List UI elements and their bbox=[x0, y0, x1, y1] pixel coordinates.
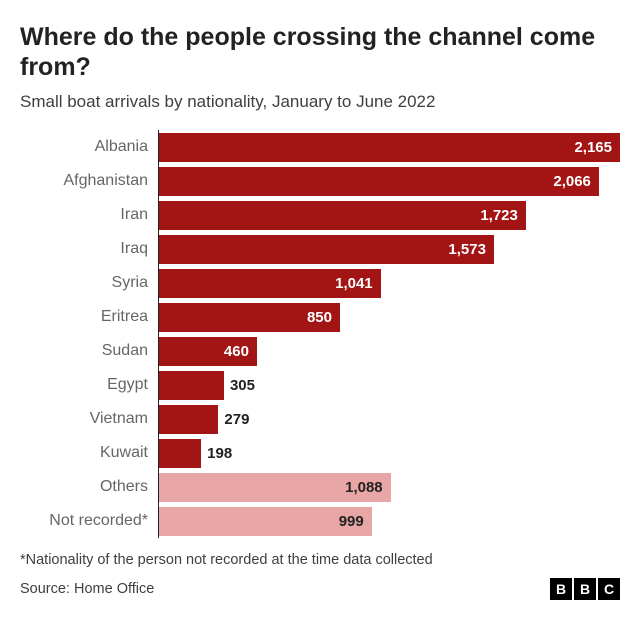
category-label: Syria bbox=[20, 274, 158, 292]
bar: 1,041 bbox=[159, 269, 381, 298]
value-label: 1,573 bbox=[448, 241, 486, 258]
value-label: 1,723 bbox=[480, 207, 518, 224]
bbc-logo: BBC bbox=[550, 578, 620, 600]
chart-row: Kuwait198 bbox=[20, 436, 620, 470]
category-label: Sudan bbox=[20, 342, 158, 360]
chart-row: Iran 1,723 bbox=[20, 198, 620, 232]
bar-area: 460 bbox=[158, 334, 620, 368]
bar-area: 1,088 bbox=[158, 470, 620, 504]
chart-row: Egypt305 bbox=[20, 368, 620, 402]
footer-row: Source: Home Office BBC bbox=[20, 578, 620, 600]
value-label: 1,041 bbox=[335, 275, 373, 292]
category-label: Afghanistan bbox=[20, 172, 158, 190]
bar-area: 279 bbox=[158, 402, 620, 436]
chart-source: Source: Home Office bbox=[20, 581, 154, 597]
bar: 460 bbox=[159, 337, 257, 366]
bar: 999 bbox=[159, 507, 372, 536]
category-label: Others bbox=[20, 478, 158, 496]
value-label: 279 bbox=[224, 411, 249, 428]
bar: 279 bbox=[159, 405, 218, 434]
bar: 2,165 bbox=[159, 133, 620, 162]
value-label: 305 bbox=[230, 377, 255, 394]
category-label: Vietnam bbox=[20, 410, 158, 428]
category-label: Egypt bbox=[20, 376, 158, 394]
value-label: 2,066 bbox=[553, 173, 591, 190]
logo-letter: C bbox=[598, 578, 620, 600]
bar-area: 1,723 bbox=[158, 198, 620, 232]
bar-area: 2,165 bbox=[158, 130, 620, 164]
chart-row: Albania 2,165 bbox=[20, 130, 620, 164]
chart-row: Afghanistan 2,066 bbox=[20, 164, 620, 198]
category-label: Iraq bbox=[20, 240, 158, 258]
chart-row: Sudan 460 bbox=[20, 334, 620, 368]
logo-letter: B bbox=[574, 578, 596, 600]
value-label: 850 bbox=[307, 309, 332, 326]
bar-area: 850 bbox=[158, 300, 620, 334]
bar: 198 bbox=[159, 439, 201, 468]
chart-row: Syria 1,041 bbox=[20, 266, 620, 300]
category-label: Albania bbox=[20, 138, 158, 156]
chart-title: Where do the people crossing the channel… bbox=[20, 22, 620, 82]
bar-area: 1,573 bbox=[158, 232, 620, 266]
category-label: Iran bbox=[20, 206, 158, 224]
category-label: Eritrea bbox=[20, 308, 158, 326]
chart-subtitle: Small boat arrivals by nationality, Janu… bbox=[20, 92, 620, 112]
bar-area: 999 bbox=[158, 504, 620, 538]
value-label: 1,088 bbox=[345, 479, 383, 496]
bar-area: 2,066 bbox=[158, 164, 620, 198]
chart-row: Eritrea 850 bbox=[20, 300, 620, 334]
chart-row: Not recorded* 999 bbox=[20, 504, 620, 538]
bar-area: 1,041 bbox=[158, 266, 620, 300]
chart-row: Iraq 1,573 bbox=[20, 232, 620, 266]
bar: 1,723 bbox=[159, 201, 526, 230]
chart-footnote: *Nationality of the person not recorded … bbox=[20, 552, 620, 568]
chart-row: Others 1,088 bbox=[20, 470, 620, 504]
bar-area: 305 bbox=[158, 368, 620, 402]
bar: 1,088 bbox=[159, 473, 391, 502]
value-label: 198 bbox=[207, 445, 232, 462]
bar: 305 bbox=[159, 371, 224, 400]
bar-area: 198 bbox=[158, 436, 620, 470]
bar-chart: Albania2,165Afghanistan2,066Iran1,723Ira… bbox=[20, 130, 620, 538]
value-label: 460 bbox=[224, 343, 249, 360]
value-label: 2,165 bbox=[574, 139, 612, 156]
logo-letter: B bbox=[550, 578, 572, 600]
value-label: 999 bbox=[339, 513, 364, 530]
category-label: Not recorded* bbox=[20, 512, 158, 530]
category-label: Kuwait bbox=[20, 444, 158, 462]
chart-row: Vietnam279 bbox=[20, 402, 620, 436]
bar: 850 bbox=[159, 303, 340, 332]
bar: 2,066 bbox=[159, 167, 599, 196]
bar: 1,573 bbox=[159, 235, 494, 264]
